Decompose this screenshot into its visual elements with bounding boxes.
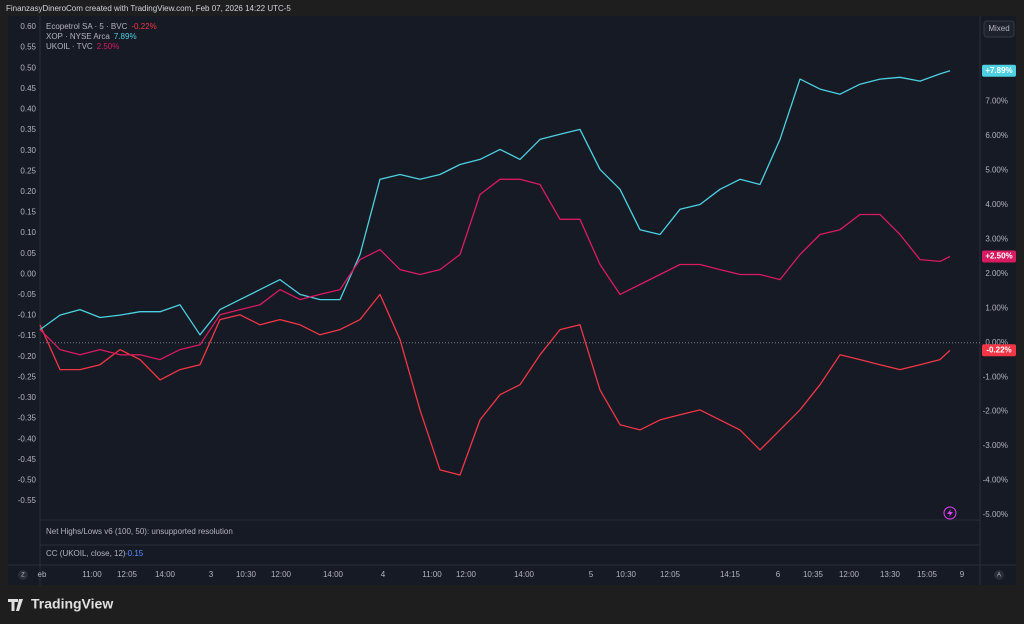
x-tick-label: 5 bbox=[589, 570, 594, 579]
price-label-bg bbox=[982, 250, 1016, 263]
x-tick-label: 11:00 bbox=[422, 570, 442, 579]
x-tick-label: 4 bbox=[381, 570, 386, 579]
x-tick-label: 13:30 bbox=[880, 570, 901, 579]
y-tick-label: 0.45 bbox=[20, 84, 36, 93]
header: FinanzasyDineroCom created with TradingV… bbox=[6, 4, 291, 13]
y-tick-label: -0.25 bbox=[18, 372, 37, 381]
y-tick-label: -0.55 bbox=[18, 496, 37, 505]
x-tick-label: 6 bbox=[776, 570, 781, 579]
y2-tick-label: 3.00% bbox=[985, 234, 1008, 243]
y-tick-label: 0.30 bbox=[20, 146, 36, 155]
corner-button[interactable] bbox=[994, 570, 1004, 580]
x-tick-label: eb bbox=[38, 570, 47, 579]
pane-value: -0.15 bbox=[125, 549, 144, 558]
y2-tick-label: 5.00% bbox=[985, 165, 1008, 174]
mode-button-label[interactable]: Mixed bbox=[988, 24, 1009, 33]
y-tick-label: -0.15 bbox=[18, 331, 37, 340]
y-tick-label: 0.10 bbox=[20, 228, 36, 237]
x-tick-label: 12:00 bbox=[456, 570, 477, 579]
y-tick-label: 0.50 bbox=[20, 63, 36, 72]
y-tick-label: -0.10 bbox=[18, 311, 37, 320]
y-tick-label: -0.35 bbox=[18, 414, 37, 423]
alert-icon-bolt bbox=[947, 509, 953, 517]
legend-entry: UKOIL · TVC bbox=[46, 42, 93, 51]
y2-tick-label: -1.00% bbox=[983, 372, 1008, 381]
y-tick-label: -0.45 bbox=[18, 455, 37, 464]
legend-entry: Ecopetrol SA · 5 · BVC bbox=[46, 22, 128, 31]
y2-tick-label: 0.00% bbox=[985, 338, 1008, 347]
legend-value: 7.89% bbox=[114, 32, 137, 41]
y2-tick-label: -5.00% bbox=[983, 510, 1008, 519]
series-line bbox=[39, 70, 951, 336]
y-tick-label: -0.40 bbox=[18, 434, 37, 443]
x-tick-label: 14:15 bbox=[720, 570, 741, 579]
x-tick-label: 15:05 bbox=[917, 570, 938, 579]
y-tick-label: 0.55 bbox=[20, 43, 36, 52]
x-tick-label: 12:05 bbox=[660, 570, 681, 579]
y2-tick-label: 6.00% bbox=[985, 131, 1008, 140]
x-tick-label: 14:00 bbox=[323, 570, 344, 579]
y2-tick-label: -4.00% bbox=[983, 476, 1008, 485]
y-tick-label: 0.40 bbox=[20, 105, 36, 114]
y-tick-label: 0.35 bbox=[20, 125, 36, 134]
x-tick-label: 12:05 bbox=[117, 570, 138, 579]
y2-tick-label: 2.00% bbox=[985, 269, 1008, 278]
y-tick-label: 0.05 bbox=[20, 249, 36, 258]
legend-entry: XOP · NYSE Arca bbox=[46, 32, 110, 41]
x-tick-label: 14:00 bbox=[155, 570, 176, 579]
pane-title: Net Highs/Lows v6 (100, 50): unsupported… bbox=[46, 527, 233, 536]
x-tick-label: 12:00 bbox=[839, 570, 860, 579]
corner-button[interactable] bbox=[18, 570, 28, 580]
y2-tick-label: -3.00% bbox=[983, 441, 1008, 450]
y2-tick-label: 7.00% bbox=[985, 97, 1008, 106]
corner-label[interactable]: A bbox=[997, 573, 1001, 579]
x-tick-label: 10:30 bbox=[236, 570, 257, 579]
y2-tick-label: 1.00% bbox=[985, 303, 1008, 312]
x-tick-label: 3 bbox=[209, 570, 214, 579]
y2-tick-label: 4.00% bbox=[985, 200, 1008, 209]
price-label: +2.50% bbox=[985, 252, 1012, 261]
pane-title: CC (UKOIL, close, 12) bbox=[46, 549, 126, 558]
x-tick-label: 10:30 bbox=[616, 570, 637, 579]
price-label: -0.22% bbox=[986, 345, 1011, 354]
mode-button[interactable] bbox=[983, 20, 1015, 38]
legend-value: 2.50% bbox=[97, 42, 120, 51]
logo-mark bbox=[8, 599, 23, 611]
y-tick-label: -0.50 bbox=[18, 476, 37, 485]
corner-label[interactable]: Z bbox=[21, 573, 25, 579]
price-label-bg bbox=[982, 344, 1016, 357]
y-tick-label: -0.20 bbox=[18, 352, 37, 361]
y2-tick-label: -2.00% bbox=[983, 407, 1008, 416]
chart-bg bbox=[8, 16, 1016, 585]
y-tick-label: 0.00 bbox=[20, 269, 36, 278]
y-tick-label: -0.30 bbox=[18, 393, 37, 402]
legend-value: -0.22% bbox=[131, 22, 156, 31]
x-tick-label: 11:00 bbox=[82, 570, 102, 579]
price-label: +7.89% bbox=[985, 66, 1012, 75]
alert-icon[interactable] bbox=[943, 506, 957, 520]
y-tick-label: 0.20 bbox=[20, 187, 36, 196]
x-tick-label: 9 bbox=[960, 570, 965, 579]
x-tick-label: 10:35 bbox=[803, 570, 824, 579]
x-tick-label: 14:00 bbox=[514, 570, 535, 579]
x-tick-label: 12:00 bbox=[271, 570, 292, 579]
series-line bbox=[39, 293, 951, 476]
y-tick-label: 0.15 bbox=[20, 208, 36, 217]
footer-logo: TradingView bbox=[31, 596, 113, 612]
y-tick-label: 0.60 bbox=[20, 22, 36, 31]
price-label-bg bbox=[982, 64, 1016, 77]
y-tick-label: 0.25 bbox=[20, 166, 36, 175]
series-line bbox=[39, 178, 951, 361]
y-tick-label: -0.05 bbox=[18, 290, 37, 299]
